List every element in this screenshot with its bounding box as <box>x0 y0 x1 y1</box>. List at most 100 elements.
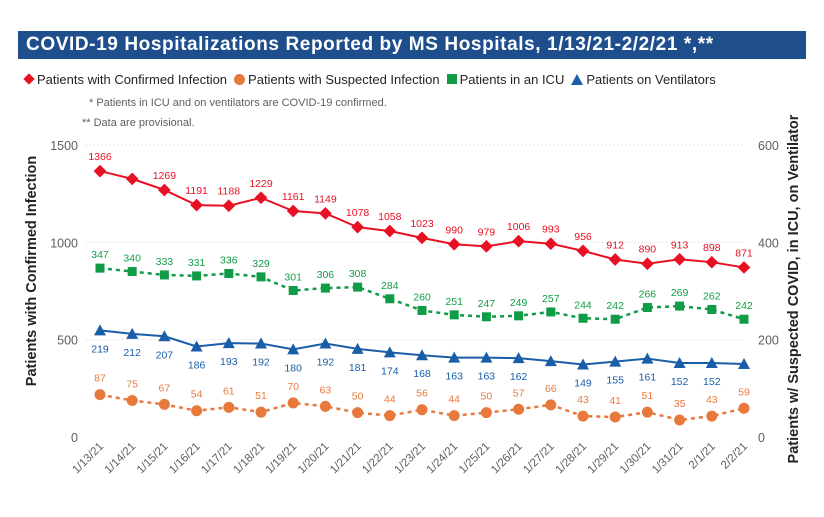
data-point <box>673 357 686 369</box>
data-point <box>383 224 397 238</box>
data-point <box>481 312 491 322</box>
data-label: 152 <box>671 376 689 388</box>
data-label: 266 <box>639 289 657 301</box>
data-point <box>256 272 266 282</box>
data-point <box>125 172 139 186</box>
legend-label-confirmed: Patients with Confirmed Infection <box>37 71 228 87</box>
data-label: 993 <box>542 224 560 236</box>
data-label: 329 <box>252 258 270 270</box>
data-point <box>577 410 589 422</box>
circle-icon <box>234 73 246 85</box>
data-label: 35 <box>674 398 686 410</box>
y-axis-title: Patients with Confirmed Infection <box>24 156 40 386</box>
data-label: 181 <box>349 362 367 374</box>
data-label: 1366 <box>88 151 112 163</box>
data-point <box>739 314 749 324</box>
note-provisional: ** Data are provisional. <box>82 117 195 129</box>
data-point <box>255 337 267 349</box>
x-tick-label: 1/25/21 <box>457 441 493 477</box>
data-point <box>609 411 621 423</box>
data-point <box>126 395 138 406</box>
data-label: 50 <box>352 391 364 403</box>
data-label: 1149 <box>314 193 337 205</box>
data-point <box>384 410 396 422</box>
data-point <box>512 234 525 248</box>
y2-axis-title: Patients w/ Suspected COVID, in ICU, on … <box>786 114 802 463</box>
x-tick-label: 1/16/21 <box>167 441 203 477</box>
data-point <box>673 252 686 266</box>
data-label: 162 <box>510 371 528 383</box>
chart-title: COVID-19 Hospitalizations Reported by MS… <box>26 34 714 55</box>
data-point <box>190 340 203 352</box>
data-label: 331 <box>188 257 206 269</box>
data-point <box>641 406 653 418</box>
data-label: 161 <box>639 372 657 384</box>
legend-item-ventilators[interactable]: Patients on Ventilators <box>571 72 716 87</box>
data-point <box>675 301 685 311</box>
data-label: 44 <box>448 394 460 406</box>
data-label: 979 <box>478 226 496 238</box>
data-label: 257 <box>542 293 560 305</box>
data-point <box>94 324 106 336</box>
data-point <box>738 358 750 369</box>
data-point <box>319 337 332 349</box>
data-label: 347 <box>91 249 109 261</box>
data-point <box>126 327 139 339</box>
data-point <box>95 263 105 273</box>
data-label: 1161 <box>282 191 305 203</box>
legend-item-suspected[interactable]: Patients with Suspected Infection <box>234 72 440 87</box>
data-label: 308 <box>349 268 367 280</box>
data-label: 1229 <box>249 178 273 190</box>
y-tick-label: 1000 <box>50 236 78 250</box>
data-point <box>447 237 461 251</box>
data-label: 41 <box>609 395 621 407</box>
data-label: 913 <box>671 239 689 251</box>
data-point <box>448 410 460 422</box>
y2-tick-label: 200 <box>758 334 779 348</box>
data-point <box>545 399 557 411</box>
legend-label-suspected: Patients with Suspected Infection <box>248 71 440 87</box>
data-label: 61 <box>223 385 235 397</box>
data-label: 306 <box>317 269 335 281</box>
x-tick-label: 1/14/21 <box>103 441 139 477</box>
data-label: 990 <box>445 224 463 236</box>
data-point <box>255 406 267 418</box>
data-point <box>706 410 718 422</box>
x-tick-label: 1/19/21 <box>264 441 300 477</box>
legend-item-confirmed[interactable]: Patients with Confirmed Infection <box>22 72 227 87</box>
data-point <box>641 257 654 271</box>
data-point <box>480 407 492 419</box>
data-label: 333 <box>156 256 174 268</box>
data-point <box>513 403 525 415</box>
data-label: 284 <box>381 280 399 292</box>
series-circle: 87 75 67 54 61 51 70 63 50 44 56 44 50 57 66 43 41 51 35 43… <box>94 373 750 426</box>
data-point <box>158 398 170 410</box>
data-label: 898 <box>703 242 721 254</box>
data-point <box>159 270 169 280</box>
x-tick-label: 2/1/21 <box>687 441 718 472</box>
data-point <box>449 310 459 320</box>
data-label: 1058 <box>378 211 402 223</box>
x-tick-label: 1/15/21 <box>135 441 171 477</box>
data-point <box>448 351 461 363</box>
data-point <box>191 405 203 417</box>
legend: Patients with Confirmed Infection Patien… <box>22 70 723 88</box>
data-label: 50 <box>481 391 493 403</box>
data-point <box>224 268 234 278</box>
series-line <box>99 393 745 422</box>
data-point <box>286 204 300 218</box>
data-label: 1078 <box>346 207 370 219</box>
data-point <box>609 355 622 367</box>
x-tick-label: 1/30/21 <box>618 441 654 477</box>
x-tick-label: 1/31/21 <box>650 441 686 477</box>
data-label: 67 <box>159 382 171 394</box>
x-tick-label: 1/27/21 <box>521 441 557 477</box>
data-label: 242 <box>735 300 753 312</box>
data-point <box>192 271 202 281</box>
data-label: 244 <box>574 299 592 311</box>
data-label: 56 <box>416 388 428 400</box>
legend-item-icu[interactable]: Patients in an ICU <box>446 72 564 87</box>
data-label: 1188 <box>218 186 241 198</box>
data-point <box>578 313 588 323</box>
